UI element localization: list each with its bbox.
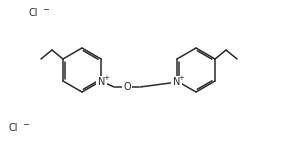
Text: Cl: Cl	[28, 8, 37, 18]
Text: −: −	[42, 5, 49, 15]
Text: +: +	[178, 75, 184, 81]
Text: O: O	[123, 82, 131, 92]
Text: N: N	[98, 77, 105, 87]
Text: +: +	[103, 75, 109, 81]
Text: Cl: Cl	[8, 123, 17, 133]
Text: N: N	[173, 77, 180, 87]
Text: −: −	[22, 120, 29, 130]
